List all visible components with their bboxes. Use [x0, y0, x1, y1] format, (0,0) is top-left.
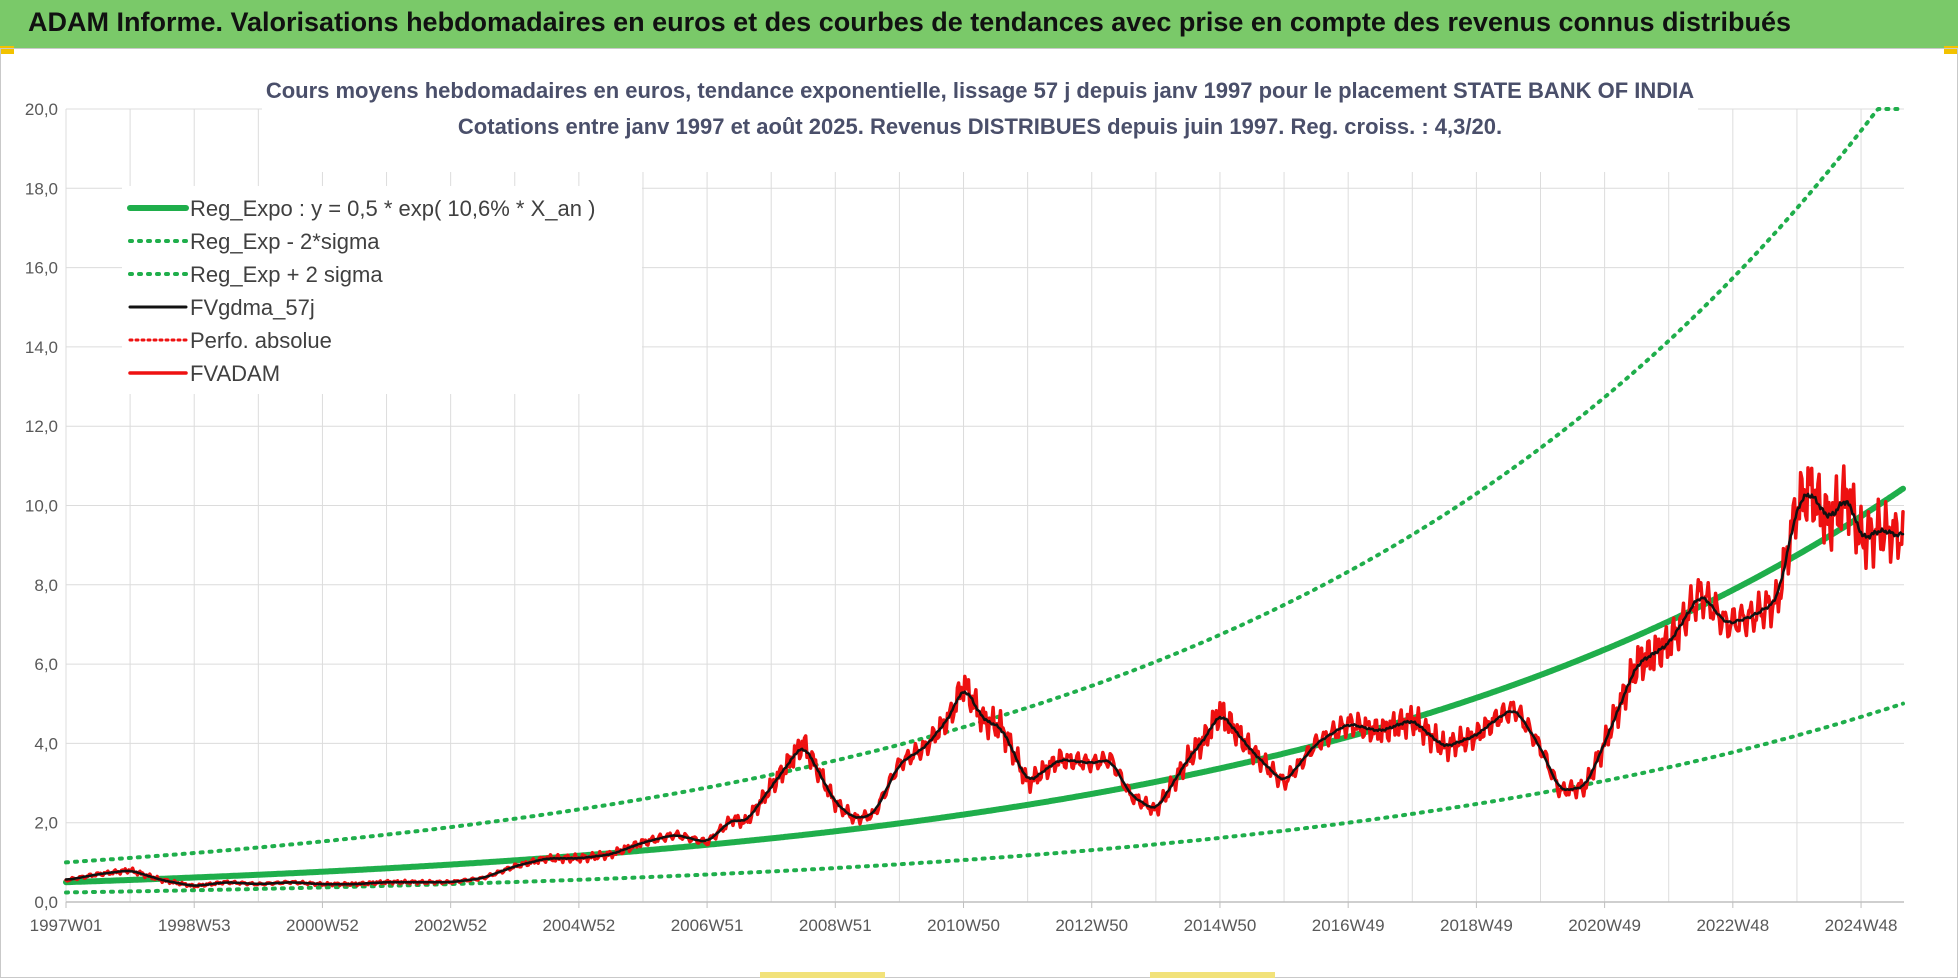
x-tick-label: 2010W50: [927, 916, 1000, 935]
series-line-upper: [64, 107, 1905, 865]
legend-entry-label: FVgdma_57j: [190, 295, 315, 320]
y-tick-label: 14,0: [25, 338, 58, 357]
chart-title-line2: Cotations entre janv 1997 et août 2025. …: [458, 114, 1502, 139]
series-line-smooth: [64, 492, 1905, 887]
x-tick-label: 2024W48: [1825, 916, 1898, 935]
y-tick-label: 8,0: [34, 576, 58, 595]
legend-entry-label: Reg_Expo : y = 0,5 * exp( 10,6% * X_an ): [190, 196, 595, 221]
chart-title-line1: Cours moyens hebdomadaires en euros, ten…: [266, 78, 1694, 103]
series-line-reg: [63, 485, 1906, 886]
chart-area: 0,0 2,0 4,0 6,0 8,0 10,0 12,0 14,0 16,0 18,0 20,0 1…: [25, 62, 1906, 935]
series-line-price: [64, 464, 1905, 889]
x-tick-label: 2022W48: [1696, 916, 1769, 935]
y-tick-label: 0,0: [34, 893, 58, 912]
x-tick-label: 2020W49: [1568, 916, 1641, 935]
x-tick-label: 2012W50: [1055, 916, 1128, 935]
corner-accent-right: [1944, 46, 1958, 54]
x-tick-label: 2000W52: [286, 916, 359, 935]
page-title: ADAM Informe. Valorisations hebdomadaire…: [28, 7, 1792, 37]
x-tick-label: 2016W49: [1312, 916, 1385, 935]
series-lines: [63, 107, 1906, 895]
y-tick-label: 20,0: [25, 100, 58, 119]
axes: 0,0 2,0 4,0 6,0 8,0 10,0 12,0 14,0 16,0 18,0 20,0 1…: [25, 100, 1904, 935]
header-bar: ADAM Informe. Valorisations hebdomadaire…: [0, 0, 1958, 48]
legend: Reg_Expo : y = 0,5 * exp( 10,6% * X_an )…: [122, 186, 642, 394]
bottom-accent-1: [760, 972, 885, 978]
y-tick-label: 6,0: [34, 655, 58, 674]
x-tick-label: 2008W51: [799, 916, 872, 935]
title-background: [262, 62, 1698, 172]
y-tick-label: 16,0: [25, 259, 58, 278]
legend-entry-label: Perfo. absolue: [190, 328, 332, 353]
y-tick-label: 18,0: [25, 179, 58, 198]
legend-entry-label: FVADAM: [190, 361, 280, 386]
corner-accent-left: [0, 46, 14, 54]
legend-background: [122, 186, 642, 394]
x-tick-label: 2002W52: [414, 916, 487, 935]
y-tick-label: 4,0: [34, 734, 58, 753]
bottom-accent-2: [1150, 972, 1275, 978]
legend-entry-label: Reg_Exp - 2*sigma: [190, 229, 380, 254]
x-tick-label: 2018W49: [1440, 916, 1513, 935]
x-tick-label: 2004W52: [542, 916, 615, 935]
x-tick-label: 2014W50: [1184, 916, 1257, 935]
x-tick-label: 2006W51: [671, 916, 744, 935]
x-tick-label: 1997W01: [30, 916, 103, 935]
series-line-lower: [64, 701, 1905, 895]
x-tick-label: 1998W53: [158, 916, 231, 935]
y-tick-label: 2,0: [34, 814, 58, 833]
y-tick-label: 10,0: [25, 497, 58, 516]
y-tick-label: 12,0: [25, 417, 58, 436]
legend-entry-label: Reg_Exp + 2 sigma: [190, 262, 383, 287]
